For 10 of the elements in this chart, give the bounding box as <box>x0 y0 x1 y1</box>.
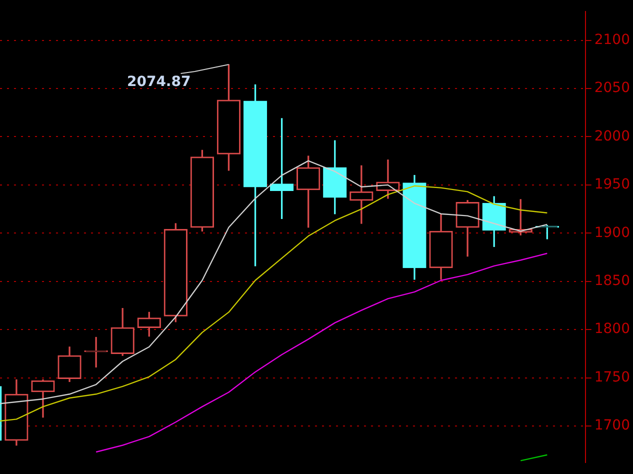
y-tick-label: 1800 <box>594 321 630 338</box>
y-tick-label: 1950 <box>594 176 630 193</box>
y-tick-label: 1700 <box>594 418 630 434</box>
annotation: 2074.87 <box>126 74 191 90</box>
y-tick-label: 1750 <box>594 369 630 386</box>
y-tick-label: 1900 <box>594 224 630 241</box>
y-tick-label: 1850 <box>594 272 630 289</box>
y-tick-label: 2000 <box>594 128 630 144</box>
y-tick-label: 2050 <box>594 80 630 96</box>
y-tick-label: 2100 <box>594 32 630 48</box>
